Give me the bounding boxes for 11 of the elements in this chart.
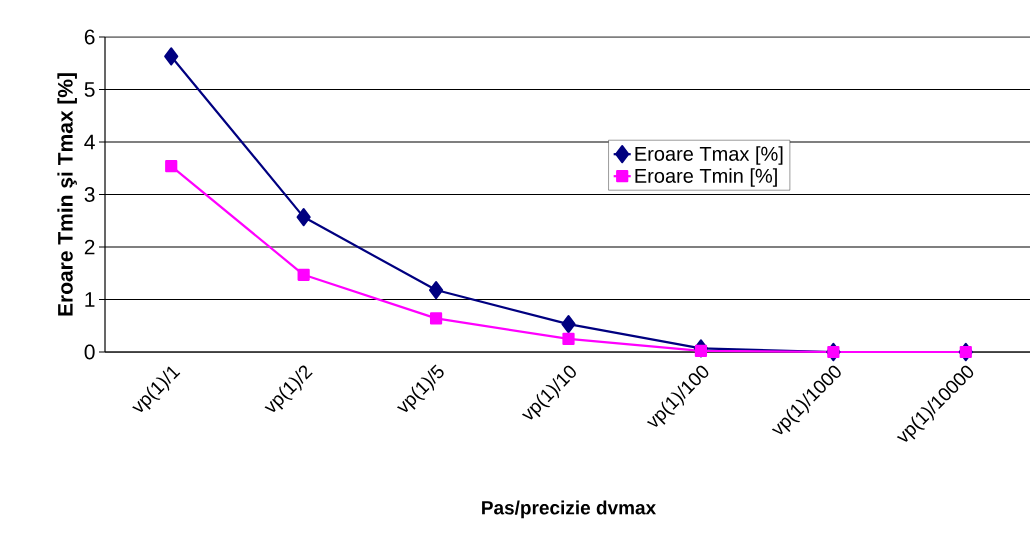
x-axis-title: Pas/precizie dvmax — [482, 500, 656, 519]
y-tick-label: 5 — [84, 82, 95, 97]
legend-label: Eroare Tmin [%] — [635, 168, 777, 187]
y-tick-label: 6 — [84, 29, 95, 45]
y-tick-label: 3 — [84, 187, 95, 202]
y-tick-label: 4 — [84, 134, 95, 150]
y-tick-label: 0 — [84, 344, 95, 360]
legend-label: Eroare Tmax [%] — [635, 146, 783, 165]
y-axis-title: Eroare Tmin şi Tmax [%] — [57, 73, 77, 316]
y-tick-label: 2 — [84, 239, 95, 255]
y-tick-label: 1 — [85, 292, 95, 307]
